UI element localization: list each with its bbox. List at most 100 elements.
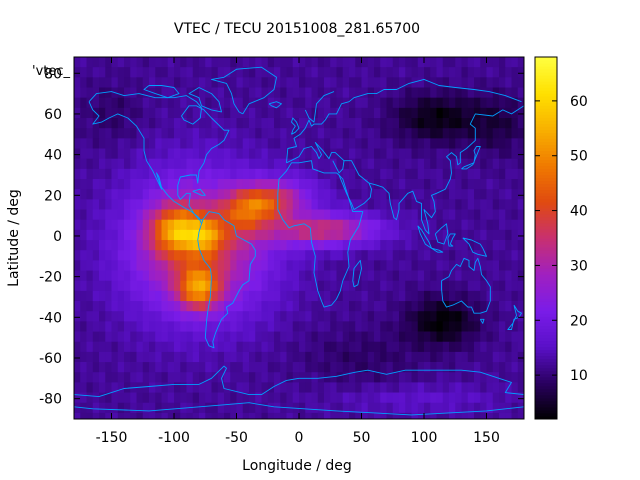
vtec-cell (274, 280, 281, 292)
vtec-cell (417, 107, 425, 119)
vtec-cell (492, 412, 500, 420)
vtec-cell (430, 128, 437, 139)
x-axis-label: Longitude / deg (242, 458, 352, 474)
vtec-cell (161, 219, 169, 231)
vtec-cell (336, 331, 344, 343)
colorbar-segment (535, 283, 557, 287)
vtec-cell (380, 107, 387, 119)
vtec-cell (511, 351, 519, 363)
vtec-cell (430, 240, 437, 251)
vtec-cell (486, 331, 494, 343)
vtec-cell (174, 341, 181, 353)
vtec-cell (149, 199, 156, 210)
vtec-cell (330, 382, 337, 393)
vtec-cell (242, 402, 250, 414)
vtec-cell (486, 260, 494, 271)
vtec-cell (274, 270, 281, 282)
vtec-cell (99, 219, 106, 231)
vtec-cell (224, 67, 231, 78)
vtec-cell (436, 362, 444, 373)
vtec-cell (117, 77, 125, 88)
vtec-cell (155, 260, 162, 271)
vtec-cell (336, 351, 344, 363)
vtec-cell (142, 168, 150, 180)
vtec-cell (111, 97, 119, 109)
vtec-cell (174, 301, 181, 312)
vtec-cell (367, 107, 375, 119)
colorbar-segment (535, 87, 557, 91)
vtec-cell (467, 362, 475, 373)
vtec-cell (317, 209, 325, 221)
vtec-cell (117, 311, 125, 322)
vtec-cell (86, 67, 94, 78)
vtec-cell (217, 270, 225, 282)
vtec-cell (317, 179, 325, 190)
vtec-cell (230, 362, 237, 373)
vtec-cell (355, 412, 362, 420)
vtec-cell (330, 402, 337, 414)
vtec-cell (455, 301, 462, 312)
vtec-cell (186, 311, 194, 322)
vtec-cell (499, 260, 506, 271)
vtec-cell (405, 199, 412, 210)
vtec-cell (86, 148, 94, 160)
vtec-cell (449, 270, 456, 282)
vtec-cell (424, 219, 431, 231)
vtec-cell (399, 67, 406, 78)
vtec-cell (174, 57, 181, 68)
vtec-cell (180, 209, 187, 221)
vtec-cell (430, 148, 437, 160)
vtec-cell (224, 57, 231, 68)
vtec-cell (492, 402, 500, 414)
vtec-cell (342, 229, 350, 241)
vtec-cell (311, 168, 319, 180)
vtec-cell (461, 168, 469, 180)
vtec-cell (430, 67, 437, 78)
vtec-cell (167, 209, 175, 221)
vtec-cell (149, 97, 156, 109)
vtec-cell (430, 179, 437, 190)
vtec-cell (386, 280, 394, 292)
vtec-cell (336, 392, 344, 404)
vtec-cell (155, 382, 162, 393)
vtec-cell (467, 260, 475, 271)
vtec-cell (486, 128, 494, 139)
vtec-cell (474, 321, 481, 332)
colorbar-segment (535, 153, 557, 158)
vtec-cell (199, 219, 206, 231)
vtec-cell (205, 199, 212, 210)
vtec-cell (292, 331, 300, 343)
vtec-cell (261, 341, 269, 353)
vtec-cell (417, 57, 425, 68)
vtec-cell (424, 189, 431, 200)
vtec-cell (380, 301, 387, 312)
vtec-cell (217, 280, 225, 292)
vtec-cell (292, 311, 300, 322)
vtec-cell (167, 199, 175, 210)
vtec-cell (486, 382, 494, 393)
vtec-cell (442, 240, 450, 251)
vtec-cell (124, 351, 131, 363)
vtec-cell (467, 219, 475, 231)
vtec-cell (99, 138, 106, 149)
vtec-cell (399, 138, 406, 149)
vtec-cell (180, 362, 187, 373)
colorbar-segment (535, 325, 557, 329)
vtec-cell (505, 148, 512, 160)
vtec-cell (92, 362, 100, 373)
vtec-cell (442, 199, 450, 210)
vtec-cell (474, 412, 481, 420)
vtec-cell (305, 362, 312, 373)
vtec-cell (92, 290, 100, 302)
vtec-cell (449, 351, 456, 363)
vtec-cell (299, 158, 306, 170)
vtec-cell (355, 240, 362, 251)
vtec-cell (461, 67, 469, 78)
vtec-cell (474, 260, 481, 271)
vtec-cell (367, 158, 375, 170)
x-tick-label: -150 (96, 430, 128, 446)
vtec-cell (74, 87, 81, 99)
vtec-cell (405, 290, 412, 302)
vtec-cell (99, 260, 106, 271)
vtec-cell (442, 321, 450, 332)
